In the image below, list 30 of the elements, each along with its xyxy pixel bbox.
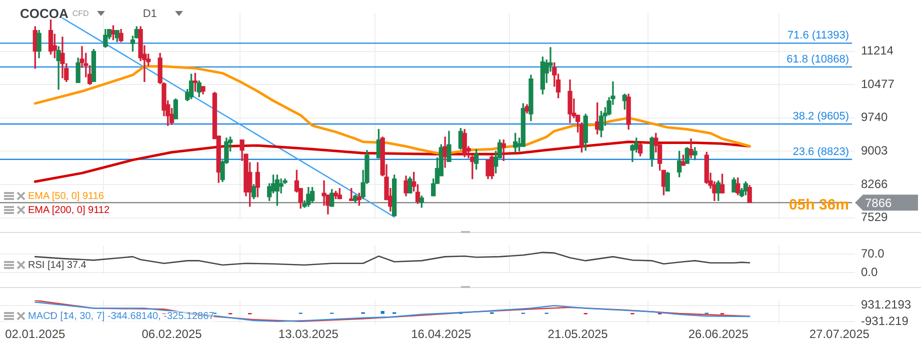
- ref-line-label: 38.2 (9605): [792, 110, 849, 123]
- x-tick-label: 06.02.2025: [142, 327, 202, 342]
- ref-line-label: 23.6 (8823): [792, 146, 849, 158]
- x-tick-label: 27.07.2025: [809, 327, 870, 342]
- ref-line-label: 61.8 (10868): [786, 53, 849, 66]
- x-tick-label: 21.05.2025: [548, 327, 608, 342]
- x-tick-label: 02.01.2025: [5, 327, 66, 342]
- x-tick-label: 26.06.2025: [688, 327, 749, 342]
- annotation: 7866: [865, 196, 892, 210]
- y-tick-label: 8266: [861, 176, 888, 191]
- y-tick-label: 7529: [861, 210, 888, 224]
- y-tick-label: 9003: [861, 144, 888, 158]
- ref-line-label: 71.6 (11393): [787, 30, 849, 42]
- text: EMA [50, 0] 9116: [28, 190, 104, 202]
- y-tick-label: -931.219: [861, 314, 909, 328]
- x-tick-label: 16.04.2025: [411, 327, 472, 342]
- y-tick-label: 10477: [861, 76, 895, 91]
- annotation: 05h 36m: [788, 196, 849, 214]
- series-label: RSI [14] 37.4: [28, 260, 86, 271]
- annotation: D1: [142, 8, 157, 20]
- series-label: MACD [14, 30, 7] -344.68140, -325.12867: [28, 310, 214, 322]
- x-tick-label: 13.03.2025: [278, 327, 339, 342]
- text: EMA [200, 0] 9112: [28, 204, 110, 216]
- y-tick-label: 0.0: [861, 265, 878, 280]
- y-tick-label: 931.2193: [861, 298, 912, 312]
- y-tick-label: 70.0: [861, 246, 885, 260]
- chart-title: COCOA: [20, 6, 68, 21]
- chart-subtitle: CFD: [72, 9, 89, 18]
- y-tick-label: 11214: [861, 44, 894, 58]
- y-tick-label: 9740: [861, 110, 888, 124]
